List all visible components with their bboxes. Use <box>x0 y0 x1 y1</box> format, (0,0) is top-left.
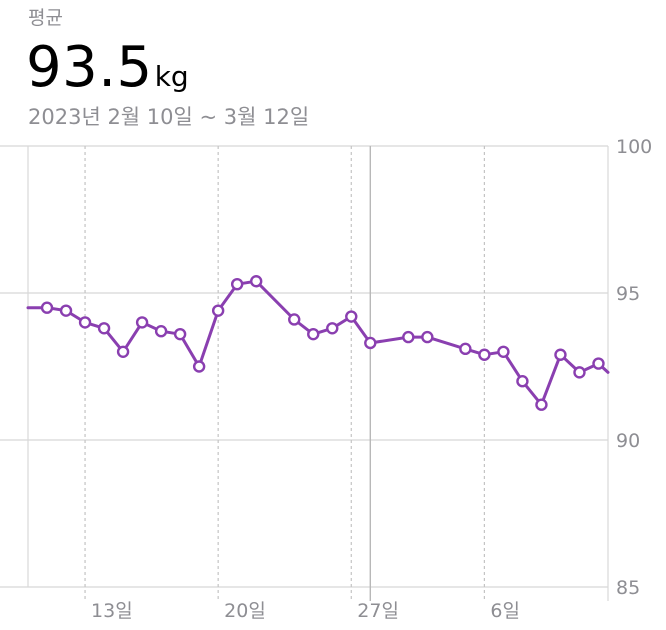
data-point[interactable] <box>326 322 339 335</box>
data-point[interactable] <box>421 330 434 344</box>
data-point[interactable] <box>249 275 263 288</box>
y-tick-label: 85 <box>616 577 640 599</box>
data-point[interactable] <box>116 345 130 358</box>
average-number: 93.5 <box>26 35 153 100</box>
data-point[interactable] <box>173 327 187 341</box>
y-tick-label: 95 <box>616 283 640 305</box>
x-tick-label: 27일 <box>357 600 399 622</box>
data-point[interactable] <box>554 348 567 361</box>
data-point[interactable] <box>59 304 73 317</box>
data-point[interactable] <box>78 316 92 329</box>
data-point[interactable] <box>573 366 586 379</box>
date-range: 2023년 2월 10일 ~ 3월 12일 <box>28 105 310 129</box>
y-tick-label: 90 <box>616 430 640 452</box>
data-point[interactable] <box>478 348 491 361</box>
data-point[interactable] <box>230 277 244 291</box>
data-point[interactable] <box>516 375 529 388</box>
data-point[interactable] <box>211 304 225 317</box>
average-label: 평균 <box>28 7 63 29</box>
x-tick-label: 6일 <box>490 600 520 622</box>
data-point[interactable] <box>592 357 605 370</box>
data-point[interactable] <box>97 322 111 335</box>
data-point[interactable] <box>135 316 149 329</box>
data-point[interactable] <box>307 327 320 341</box>
data-point[interactable] <box>288 313 301 326</box>
data-point[interactable] <box>345 310 358 323</box>
data-point[interactable] <box>154 325 168 338</box>
data-point[interactable] <box>192 360 206 373</box>
average-value: 93.5kg <box>26 32 189 117</box>
data-point[interactable] <box>364 336 377 350</box>
data-point[interactable] <box>459 342 472 356</box>
y-tick-label: 100 <box>616 136 652 158</box>
data-point[interactable] <box>402 330 415 344</box>
data-point[interactable] <box>40 301 54 314</box>
data-point[interactable] <box>535 398 548 411</box>
unit-label: kg <box>154 60 189 93</box>
x-tick-label: 13일 <box>91 600 133 622</box>
data-point[interactable] <box>497 345 510 358</box>
x-tick-label: 20일 <box>224 600 266 622</box>
